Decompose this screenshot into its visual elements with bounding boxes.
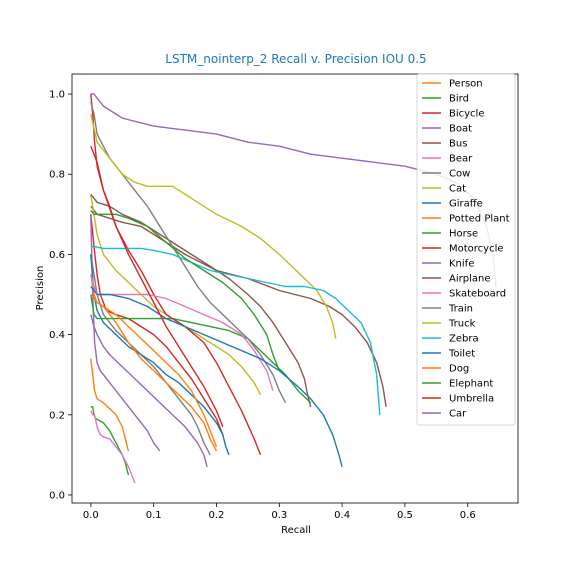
series-line-bicycle: [90, 214, 224, 436]
series-line-cow: [90, 254, 211, 456]
y-tick-label: 1.0: [49, 90, 65, 101]
legend-entry-motorcycle: Motorcycle: [449, 244, 504, 255]
legend-entry-horse: Horse: [449, 229, 478, 240]
x-tick-label: 0.2: [209, 510, 225, 521]
legend-entry-potted-plant: Potted Plant: [449, 214, 510, 225]
y-axis: 0.0 0.2 0.4 0.6 0.8 1.0: [49, 90, 72, 501]
y-axis-label: Precision: [35, 266, 46, 311]
x-tick-label: 0.6: [460, 510, 476, 521]
series-line-cat: [90, 194, 262, 396]
x-axis-label: Recall: [281, 525, 311, 536]
y-tick-label: 0.4: [49, 330, 65, 341]
series-line-boat: [90, 214, 161, 452]
legend: Person Bird Bicycle Boat Bus Bear Cow Cat Giraff…: [416, 73, 516, 426]
legend-entry-airplane: Airplane: [449, 274, 490, 285]
plot-area: [71, 73, 519, 504]
legend-entry-toilet: Toilet: [448, 349, 475, 360]
legend-entry-truck: Truck: [448, 319, 476, 330]
series-line-giraffe: [90, 254, 230, 456]
y-tick-label: 0.2: [49, 410, 65, 421]
legend-entry-bear: Bear: [449, 154, 473, 165]
legend-entry-knife: Knife: [449, 259, 474, 270]
series-line-umbrella: [90, 145, 224, 428]
y-tick-label: 0.0: [49, 490, 65, 501]
legend-entry-bus: Bus: [449, 139, 467, 150]
legend-entry-zebra: Zebra: [449, 334, 479, 345]
series-line-bear: [90, 410, 136, 484]
series-lines: [90, 93, 497, 484]
series-line-toilet: [90, 286, 343, 468]
legend-entry-person: Person: [449, 79, 483, 90]
legend-entry-train: Train: [448, 304, 473, 315]
legend-entry-cat: Cat: [449, 184, 466, 195]
y-tick-label: 0.8: [49, 170, 65, 181]
series-line-knife: [90, 314, 208, 468]
y-tick-label: 0.6: [49, 250, 65, 261]
x-tick-label: 0.1: [146, 510, 162, 521]
x-tick-label: 0.0: [83, 510, 99, 521]
legend-entry-bird: Bird: [449, 94, 469, 105]
legend-entry-umbrella: Umbrella: [449, 394, 494, 405]
legend-entry-cow: Cow: [449, 169, 470, 180]
x-axis: 0.0 0.1 0.2 0.3 0.4 0.5 0.6: [83, 503, 476, 521]
legend-entry-car: Car: [449, 409, 467, 420]
chart-title: LSTM_nointerp_2 Recall v. Precision IOU …: [165, 52, 426, 66]
series-line-elephant: [90, 209, 280, 371]
series-line-truck: [90, 113, 337, 339]
series-line-zebra: [90, 245, 381, 415]
series-line-bird: [90, 406, 130, 476]
legend-entry-dog: Dog: [449, 364, 469, 375]
legend-entry-bicycle: Bicycle: [449, 109, 484, 120]
plot-frame: [71, 73, 519, 504]
series-line-person: [90, 358, 130, 452]
legend-entry-skateboard: Skateboard: [449, 289, 506, 300]
legend-entry-giraffe: Giraffe: [449, 199, 483, 210]
legend-entry-boat: Boat: [449, 124, 472, 135]
x-tick-label: 0.5: [397, 510, 413, 521]
x-tick-label: 0.4: [334, 510, 350, 521]
x-tick-label: 0.3: [271, 510, 287, 521]
legend-box: [416, 73, 516, 426]
legend-entry-elephant: Elephant: [449, 379, 493, 390]
series-line-dog: [90, 294, 218, 448]
